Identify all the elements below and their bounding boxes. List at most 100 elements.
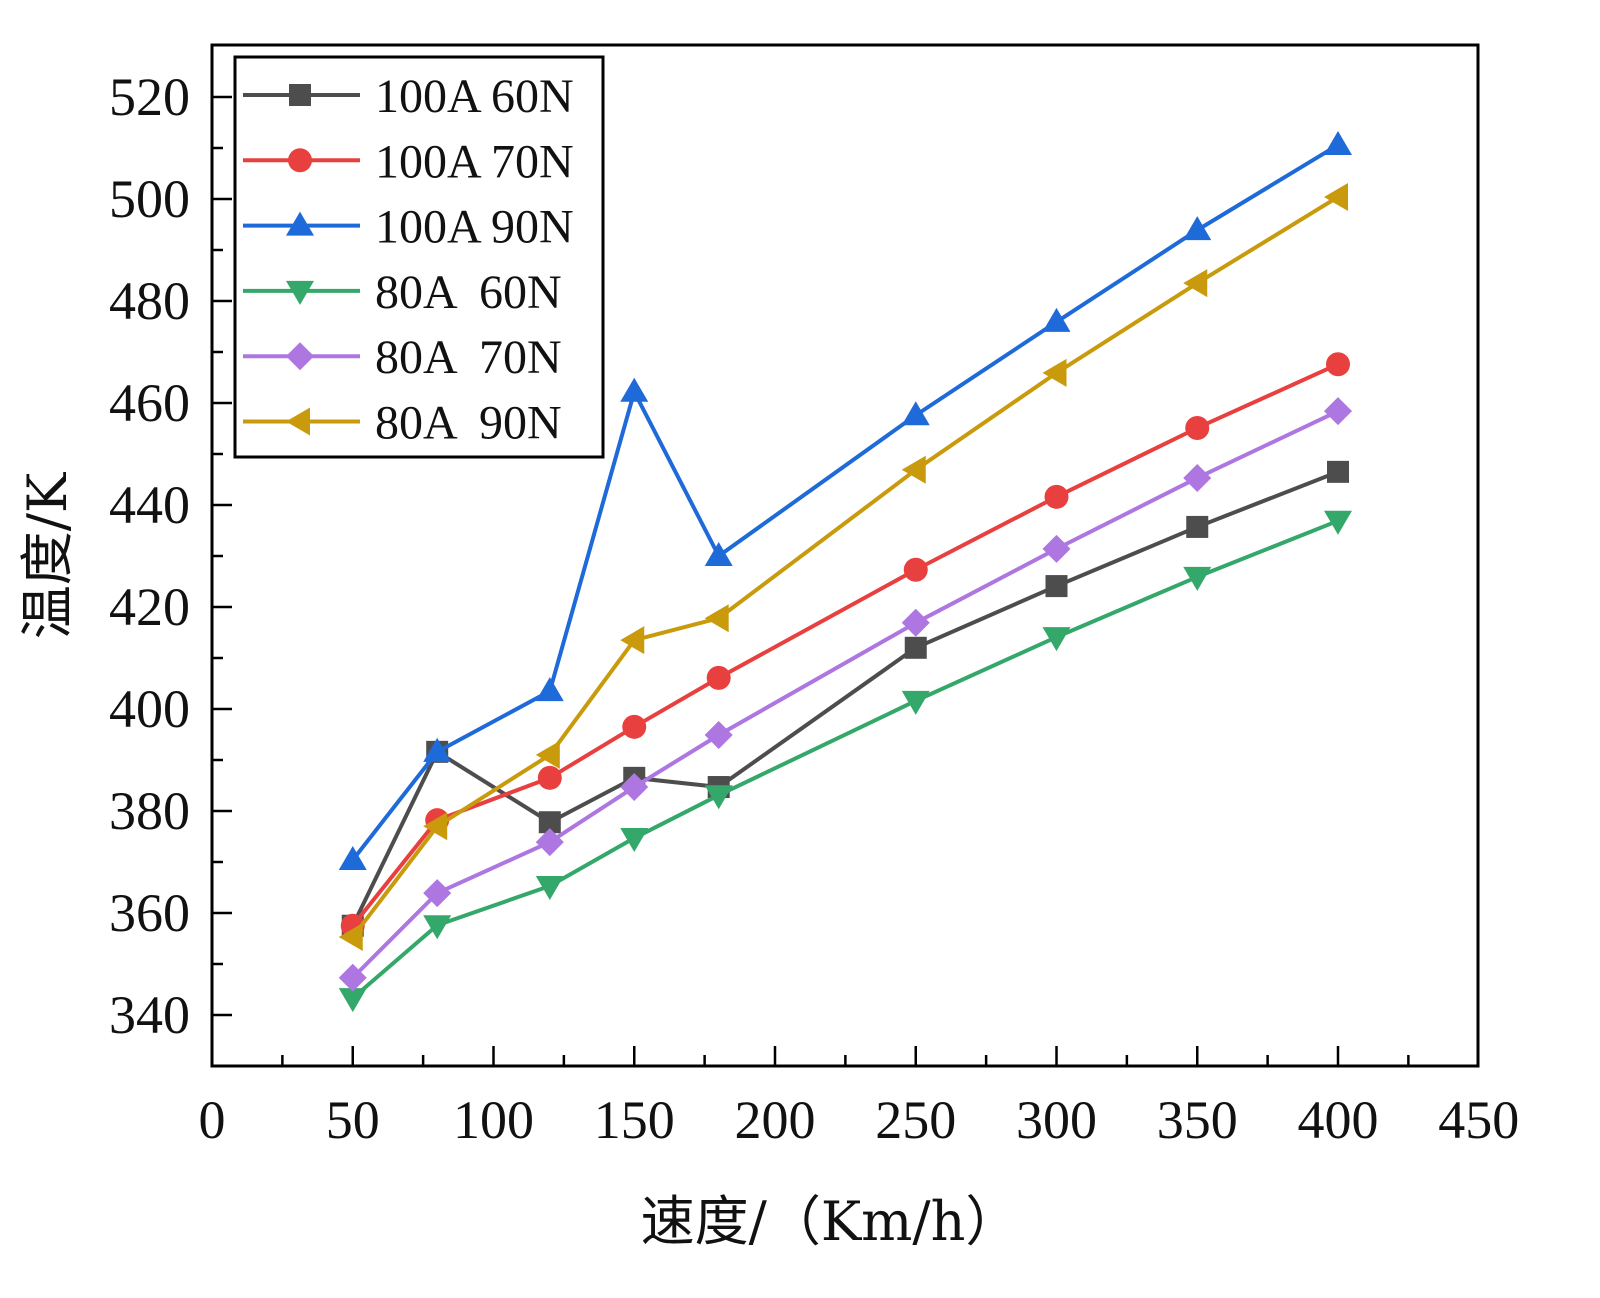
data-point xyxy=(620,626,645,655)
x-tick-label: 200 xyxy=(735,1090,816,1150)
data-point xyxy=(1324,182,1348,211)
legend-label: 100A 70N xyxy=(375,135,574,188)
data-point xyxy=(1185,415,1210,440)
y-tick-label: 500 xyxy=(109,169,190,229)
data-point xyxy=(1186,515,1209,538)
legend-marker xyxy=(288,148,312,173)
data-point xyxy=(1042,534,1071,563)
x-tick-label: 450 xyxy=(1438,1090,1519,1150)
data-point xyxy=(535,828,564,857)
series-100a-90n xyxy=(338,130,1352,870)
data-point xyxy=(620,773,649,802)
data-point xyxy=(1183,463,1212,492)
x-axis-title: 速度/（Km/h） xyxy=(641,1190,1020,1253)
x-tick-label: 100 xyxy=(453,1090,534,1150)
legend-item: 80A 60N xyxy=(243,266,562,319)
x-axis: 0 50 100 150 200 250 300 350 400 450 xyxy=(199,1046,1519,1150)
series-80a-70n xyxy=(338,397,1352,992)
y-axis-title: 温度/K xyxy=(16,471,79,639)
y-tick-label: 400 xyxy=(109,679,190,739)
legend-box xyxy=(233,55,605,459)
x-tick-label: 50 xyxy=(326,1090,380,1150)
legend-item: 100A 60N xyxy=(243,70,574,123)
legend-item: 100A 90N xyxy=(243,201,574,254)
data-point xyxy=(1183,269,1208,298)
data-point xyxy=(704,542,733,566)
data-point xyxy=(706,665,731,690)
x-tick-label: 150 xyxy=(594,1090,675,1150)
data-point xyxy=(535,740,560,769)
x-tick-label: 300 xyxy=(1016,1090,1097,1150)
data-point xyxy=(704,604,729,633)
y-tick-label: 480 xyxy=(109,271,190,331)
data-point xyxy=(1183,216,1212,241)
data-point xyxy=(901,690,930,715)
data-point xyxy=(1183,566,1212,591)
y-tick-label: 420 xyxy=(109,577,190,637)
legend-item: 80A 70N xyxy=(243,331,562,384)
data-point xyxy=(535,875,564,900)
data-point xyxy=(704,785,733,810)
series-100a-60n xyxy=(341,460,1349,937)
legend: 100A 60N 100A 70N 100A 90N 80A 60N 80A 70N 80… xyxy=(233,55,605,459)
legend-marker xyxy=(286,342,314,371)
y-tick-label: 520 xyxy=(109,67,190,127)
legend-item: 100A 70N xyxy=(243,135,574,188)
series-line xyxy=(351,518,1339,1000)
data-point xyxy=(704,721,733,750)
x-tick-label: 400 xyxy=(1298,1090,1379,1150)
series-line xyxy=(351,409,1339,980)
y-tick-label: 380 xyxy=(109,781,190,841)
data-point xyxy=(1042,307,1071,332)
data-point xyxy=(1326,352,1350,377)
legend-marker xyxy=(286,280,314,305)
y-tick-label: 360 xyxy=(109,883,190,943)
y-axis: 340 360 380 400 420 440 460 480 500 520 xyxy=(109,67,232,1045)
data-point xyxy=(620,377,649,402)
series-line xyxy=(350,469,1339,927)
series-80a-90n xyxy=(338,182,1348,951)
legend-label: 100A 60N xyxy=(375,70,574,123)
y-tick-label: 440 xyxy=(109,475,190,535)
data-point xyxy=(423,879,452,908)
data-point xyxy=(338,845,367,870)
data-point xyxy=(1324,397,1352,426)
legend-marker xyxy=(289,84,311,106)
x-tick-label: 350 xyxy=(1157,1090,1238,1150)
data-point xyxy=(1044,484,1069,509)
x-tick-label: 0 xyxy=(199,1090,226,1150)
data-point xyxy=(538,811,561,834)
data-point xyxy=(1324,510,1352,535)
data-point xyxy=(901,455,926,484)
data-point xyxy=(903,557,928,582)
data-point xyxy=(338,922,363,951)
data-point xyxy=(537,765,562,790)
data-point xyxy=(338,963,367,992)
series-80a-60n xyxy=(338,510,1352,1013)
data-point xyxy=(1327,460,1349,483)
legend-marker xyxy=(286,407,310,436)
data-point xyxy=(620,828,649,853)
data-point xyxy=(901,401,930,426)
x-tick-label: 250 xyxy=(875,1090,956,1150)
data-point xyxy=(904,636,927,659)
legend-label: 80A 70N xyxy=(375,331,562,384)
data-point xyxy=(338,988,367,1013)
data-point xyxy=(535,677,564,702)
data-point xyxy=(423,812,448,841)
data-point xyxy=(1042,627,1071,652)
series-layer xyxy=(338,130,1352,1013)
data-point xyxy=(1042,358,1067,387)
legend-item: 80A 90N xyxy=(243,397,562,450)
data-point xyxy=(901,608,930,637)
y-tick-label: 340 xyxy=(109,985,190,1045)
data-point xyxy=(1045,575,1068,598)
legend-label: 100A 90N xyxy=(375,201,574,254)
legend-label: 80A 90N xyxy=(375,397,562,450)
data-point xyxy=(1324,130,1352,155)
y-tick-label: 460 xyxy=(109,373,190,433)
data-point xyxy=(423,737,452,762)
legend-marker xyxy=(286,211,314,236)
data-point xyxy=(423,915,452,940)
